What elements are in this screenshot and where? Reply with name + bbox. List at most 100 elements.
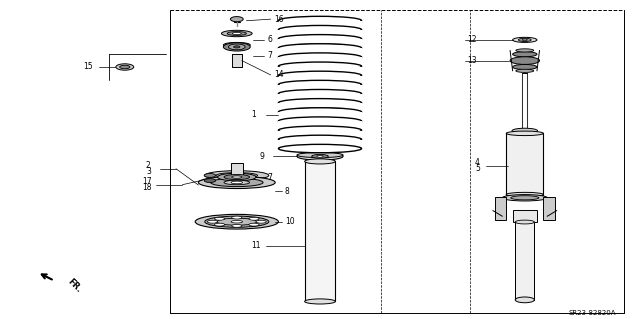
Text: 15: 15 bbox=[83, 63, 93, 71]
Ellipse shape bbox=[522, 39, 527, 41]
Ellipse shape bbox=[224, 180, 250, 185]
Ellipse shape bbox=[278, 135, 362, 144]
Bar bbox=[278, 21, 362, 25]
Bar bbox=[515, 222, 534, 300]
Ellipse shape bbox=[511, 196, 539, 200]
Bar bbox=[278, 48, 362, 53]
Ellipse shape bbox=[278, 99, 362, 107]
Ellipse shape bbox=[516, 69, 534, 72]
Ellipse shape bbox=[232, 33, 241, 34]
Ellipse shape bbox=[234, 46, 240, 48]
Ellipse shape bbox=[232, 216, 242, 219]
Text: 6: 6 bbox=[268, 35, 273, 44]
Ellipse shape bbox=[506, 192, 543, 197]
Bar bbox=[231, 163, 243, 175]
Ellipse shape bbox=[256, 220, 266, 223]
Bar bbox=[305, 161, 335, 301]
Ellipse shape bbox=[516, 49, 534, 52]
Ellipse shape bbox=[214, 223, 225, 226]
Bar bbox=[495, 197, 506, 220]
Text: 12: 12 bbox=[467, 35, 477, 44]
Ellipse shape bbox=[207, 220, 218, 223]
Bar bbox=[278, 76, 362, 80]
Ellipse shape bbox=[116, 64, 134, 70]
Text: 9: 9 bbox=[259, 152, 264, 161]
Ellipse shape bbox=[312, 154, 328, 158]
Bar bbox=[278, 130, 362, 135]
Ellipse shape bbox=[510, 57, 540, 64]
Ellipse shape bbox=[231, 220, 243, 223]
Ellipse shape bbox=[230, 17, 243, 22]
Bar bbox=[543, 197, 555, 220]
Bar bbox=[278, 140, 362, 144]
Ellipse shape bbox=[278, 108, 362, 116]
Ellipse shape bbox=[278, 80, 362, 89]
Text: 10: 10 bbox=[285, 217, 294, 226]
Ellipse shape bbox=[120, 65, 130, 69]
Ellipse shape bbox=[297, 152, 343, 158]
Text: 16: 16 bbox=[274, 15, 284, 24]
Ellipse shape bbox=[512, 128, 538, 133]
Ellipse shape bbox=[502, 195, 547, 201]
Text: SR23-82820A: SR23-82820A bbox=[568, 310, 616, 316]
Ellipse shape bbox=[515, 297, 534, 303]
Text: 2: 2 bbox=[146, 161, 150, 170]
Ellipse shape bbox=[278, 89, 362, 98]
Ellipse shape bbox=[224, 174, 250, 180]
Bar bbox=[278, 94, 362, 98]
Ellipse shape bbox=[278, 126, 362, 135]
Text: 5: 5 bbox=[475, 164, 480, 173]
Ellipse shape bbox=[305, 159, 335, 164]
Ellipse shape bbox=[518, 38, 531, 41]
Text: 7: 7 bbox=[268, 51, 273, 60]
Ellipse shape bbox=[211, 178, 263, 187]
Ellipse shape bbox=[278, 144, 362, 153]
Ellipse shape bbox=[221, 30, 252, 37]
Text: 14: 14 bbox=[274, 70, 284, 79]
Bar bbox=[506, 133, 543, 195]
Ellipse shape bbox=[278, 71, 362, 80]
Bar bbox=[278, 112, 362, 116]
Ellipse shape bbox=[278, 26, 362, 34]
Ellipse shape bbox=[513, 37, 537, 42]
Bar bbox=[278, 103, 362, 108]
Ellipse shape bbox=[305, 299, 335, 304]
Ellipse shape bbox=[513, 52, 537, 57]
Ellipse shape bbox=[249, 223, 259, 226]
Bar bbox=[278, 122, 362, 126]
Bar bbox=[278, 39, 362, 43]
Text: 1: 1 bbox=[252, 110, 256, 119]
Ellipse shape bbox=[515, 220, 534, 224]
Ellipse shape bbox=[204, 174, 216, 177]
Ellipse shape bbox=[278, 44, 362, 52]
Ellipse shape bbox=[227, 32, 246, 35]
Ellipse shape bbox=[195, 214, 278, 229]
Ellipse shape bbox=[278, 53, 362, 61]
Ellipse shape bbox=[278, 34, 362, 43]
Ellipse shape bbox=[205, 216, 269, 227]
Ellipse shape bbox=[204, 179, 216, 182]
Ellipse shape bbox=[278, 62, 362, 70]
Ellipse shape bbox=[216, 173, 258, 178]
Ellipse shape bbox=[506, 131, 543, 136]
Ellipse shape bbox=[249, 217, 259, 220]
Ellipse shape bbox=[231, 181, 243, 184]
Bar bbox=[232, 54, 242, 67]
Text: 3: 3 bbox=[146, 167, 151, 176]
Ellipse shape bbox=[198, 176, 275, 189]
Ellipse shape bbox=[232, 225, 242, 227]
Ellipse shape bbox=[317, 155, 323, 157]
Bar bbox=[278, 30, 362, 34]
Ellipse shape bbox=[223, 42, 250, 48]
Ellipse shape bbox=[297, 152, 343, 160]
Text: 17: 17 bbox=[142, 177, 152, 186]
Text: 4: 4 bbox=[475, 158, 480, 167]
Text: FR.: FR. bbox=[66, 277, 83, 294]
Ellipse shape bbox=[278, 117, 362, 125]
Ellipse shape bbox=[214, 217, 225, 220]
Bar bbox=[278, 67, 362, 71]
Bar bbox=[513, 210, 537, 222]
Text: 11: 11 bbox=[252, 241, 261, 250]
Bar bbox=[278, 57, 362, 62]
Text: 18: 18 bbox=[142, 183, 152, 192]
